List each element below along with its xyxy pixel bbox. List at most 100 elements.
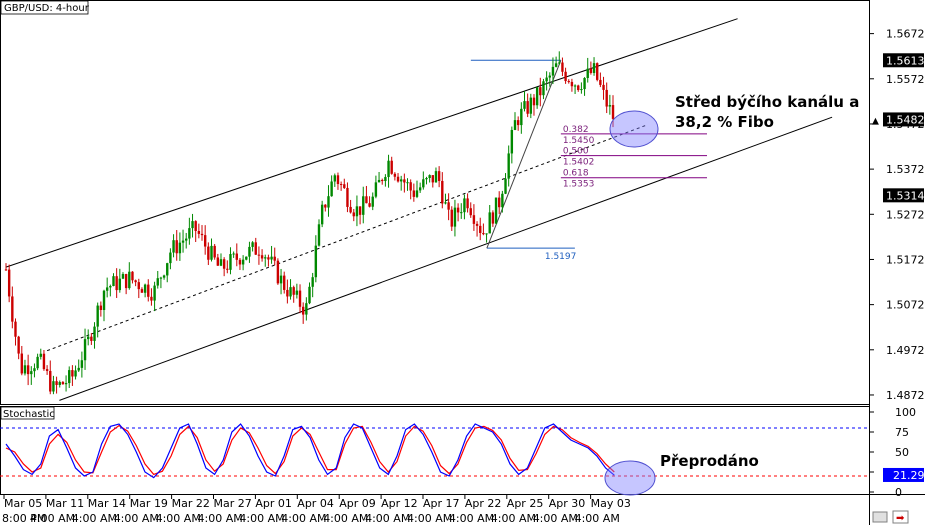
candle-body — [26, 365, 30, 375]
date-tick-label: Mar 11 — [46, 497, 84, 510]
price-tick-label: 1.5272 — [886, 208, 925, 221]
candle-body — [68, 370, 71, 384]
candle-body — [118, 278, 122, 291]
price-tick-label: 1.5572 — [886, 73, 925, 86]
price-tick-label: 1.4872 — [886, 389, 925, 402]
candle-body — [260, 255, 264, 259]
candle-body — [431, 175, 435, 183]
candle-body — [488, 212, 491, 234]
candle-body — [586, 68, 589, 79]
candle-body — [137, 282, 140, 290]
candle-body — [295, 290, 299, 295]
time-tick-label: 8:00 PM — [2, 512, 46, 525]
candle-body — [324, 204, 327, 208]
candle-body — [390, 160, 393, 174]
scroll-left-button[interactable] — [872, 511, 888, 523]
candle-body — [210, 245, 213, 260]
candle-body — [279, 275, 283, 284]
candle-body — [605, 89, 608, 107]
candle-body — [479, 225, 482, 233]
candle-body — [257, 254, 261, 256]
time-tick-label: 4:00 AM — [575, 512, 620, 525]
candle-body — [343, 184, 346, 188]
candle-body — [456, 207, 460, 213]
price-tick-label: 1.4972 — [886, 344, 925, 357]
candle-body — [235, 253, 238, 260]
candle-body — [222, 259, 226, 269]
candle-body — [403, 179, 406, 183]
fib-price-label: 1.5402 — [563, 158, 595, 168]
price-tick-label: 1.5672 — [886, 28, 925, 41]
candle-body — [77, 367, 80, 371]
current-price-label-box — [883, 112, 924, 127]
candle-body — [305, 303, 308, 315]
candle-body — [301, 306, 305, 315]
fib-highlight-circle — [609, 110, 659, 148]
candle-body — [548, 75, 551, 78]
candle-body — [213, 245, 216, 258]
current-price-label: 1.5482 — [886, 113, 925, 126]
candle-body — [105, 287, 109, 291]
candle-body — [64, 383, 68, 385]
marked-level-label-box — [883, 188, 924, 203]
stochastic-title: Stochastic — [3, 409, 55, 420]
scroll-right-button[interactable] — [892, 510, 909, 524]
candle-body — [437, 171, 441, 181]
stochastic-tick-label: 50 — [895, 446, 909, 459]
candle-body — [200, 233, 204, 236]
stochastic-k-line — [5, 423, 615, 479]
candle-body — [229, 254, 232, 270]
candle-body — [52, 381, 55, 392]
candle-body — [49, 370, 52, 392]
candle-body — [608, 105, 612, 107]
candle-body — [611, 105, 615, 119]
candle-body — [545, 77, 548, 82]
candle-body — [7, 269, 11, 297]
candle-body — [507, 153, 510, 179]
candle-body — [128, 271, 131, 289]
date-tick-label: Apr 01 — [255, 497, 292, 510]
time-tick-label: 4:00 AM — [114, 512, 159, 525]
time-tick-label: 4:00 AM — [30, 512, 75, 525]
chart-title: GBP/USD: 4-hour — [4, 3, 90, 14]
candle-body — [554, 63, 558, 67]
candle-body — [336, 175, 340, 184]
candle-body — [384, 177, 387, 182]
candle-body — [286, 289, 289, 297]
candle-body — [150, 296, 153, 301]
scroll-right-icon: ➡ — [896, 513, 905, 524]
candle-body — [339, 183, 343, 185]
date-tick-label: Mar 19 — [130, 497, 168, 510]
candle-body — [532, 97, 536, 106]
time-tick-label: 4:00 AM — [198, 512, 243, 525]
candle-body — [292, 287, 295, 295]
time-tick-label: 4:00 AM — [323, 512, 368, 525]
candle-body — [241, 259, 245, 265]
candle-body — [140, 289, 144, 293]
candle-body — [194, 221, 197, 232]
candle-body — [216, 257, 220, 266]
price-tick-label: 1.5172 — [886, 253, 925, 266]
candle-body — [577, 85, 580, 90]
candle-body — [248, 246, 251, 257]
price-tick-label: 1.5372 — [886, 163, 925, 176]
candle-body — [561, 62, 564, 72]
candle-body — [535, 87, 539, 106]
time-tick-label: 4:00 AM — [239, 512, 284, 525]
candle-body — [112, 276, 115, 287]
date-tick-label: Mar 14 — [88, 497, 126, 510]
candle-body — [308, 286, 311, 304]
candle-body — [251, 242, 254, 247]
candle-body — [311, 277, 314, 287]
candle-body — [542, 81, 545, 96]
candle-body — [501, 193, 504, 208]
candle-body — [124, 274, 128, 289]
date-tick-label: Mar 22 — [172, 497, 210, 510]
candle-body — [36, 356, 39, 369]
candle-body — [30, 371, 33, 375]
candle-body — [143, 284, 147, 293]
candle-body — [23, 365, 27, 374]
candle-body — [393, 173, 397, 177]
candle-body — [406, 182, 409, 184]
